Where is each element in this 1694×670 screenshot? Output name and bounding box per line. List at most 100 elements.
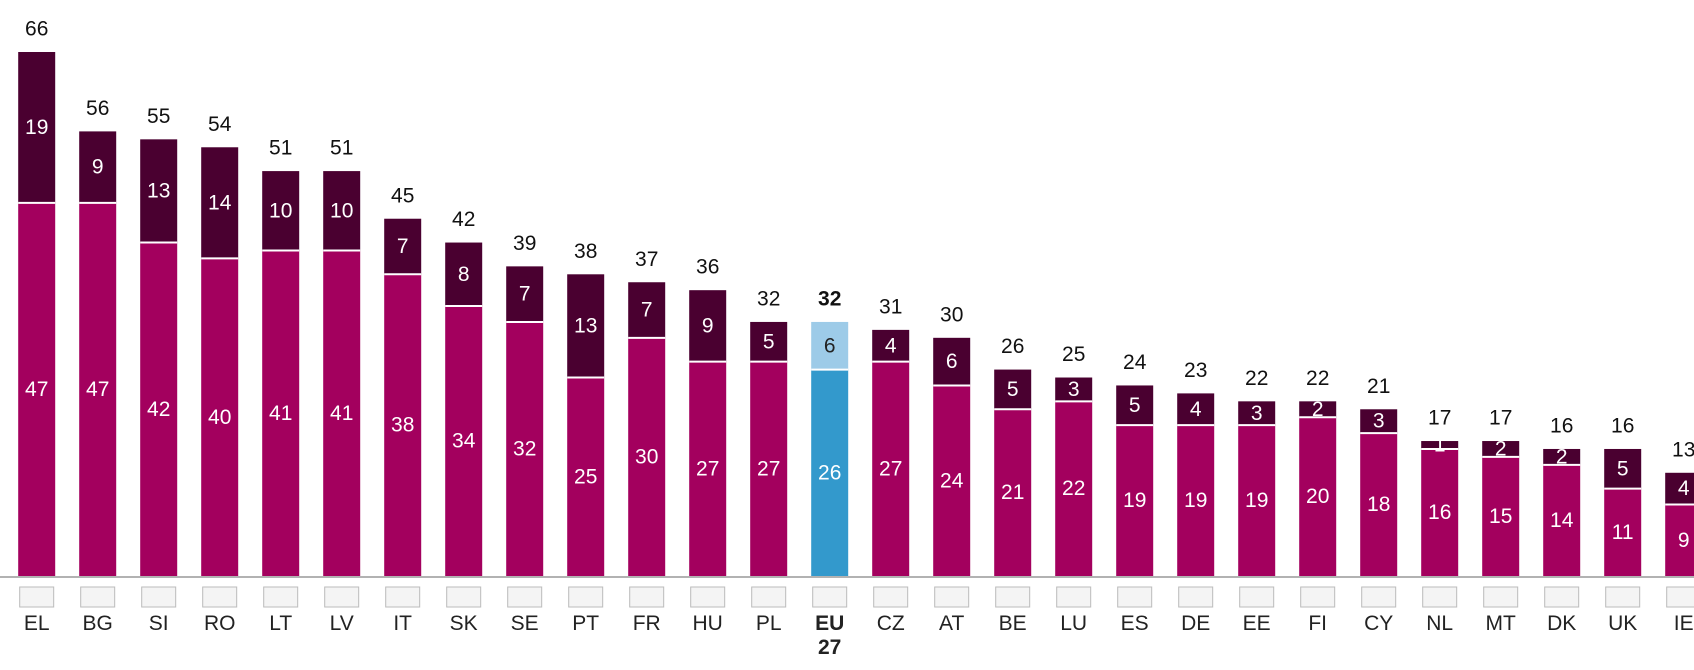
flag — [80, 586, 116, 608]
bar-segment — [445, 306, 483, 576]
bar-segment — [140, 139, 178, 243]
flag — [1666, 586, 1694, 608]
bar-segment — [445, 242, 483, 307]
segment-label: 40 — [208, 406, 231, 429]
segment-label: 7 — [641, 299, 653, 322]
segment-label: 9 — [702, 314, 714, 337]
segment-label: 27 — [879, 457, 902, 480]
total-label: 39 — [513, 232, 536, 255]
x-tick-label: CY — [1364, 612, 1394, 635]
bar-segment — [1238, 425, 1276, 576]
bar-segment — [567, 377, 605, 576]
segment-label: 22 — [1062, 477, 1085, 500]
bar-segment — [628, 337, 666, 576]
segment-label: 41 — [269, 402, 292, 425]
total-label: 13 — [1672, 438, 1694, 461]
bar-segment — [506, 321, 544, 576]
bar-segment — [872, 329, 910, 362]
total-label: 32 — [757, 287, 780, 310]
segment-label: 26 — [818, 461, 841, 484]
bar-segment — [1360, 409, 1398, 434]
segment-label: 47 — [86, 378, 109, 401]
total-label: 22 — [1245, 367, 1268, 390]
x-tick-label: SK — [449, 612, 478, 635]
flag — [568, 586, 604, 608]
flag — [263, 586, 299, 608]
x-tick-label: FI — [1308, 612, 1328, 635]
x-tick-label: UK — [1608, 612, 1638, 635]
bar-segment — [1665, 504, 1694, 576]
total-label: 26 — [1001, 335, 1024, 358]
segment-label: 47 — [25, 378, 48, 401]
bar-segment — [18, 202, 56, 576]
x-tick-label: LU — [1060, 612, 1088, 635]
segment-label: 4 — [1190, 398, 1202, 421]
x-tick-label: CZ — [876, 612, 905, 635]
total-label: 22 — [1306, 367, 1329, 390]
x-tick-label: IT — [393, 612, 413, 635]
bar-segment — [628, 282, 666, 338]
total-label: 42 — [452, 208, 475, 231]
bar-segment — [1177, 425, 1215, 576]
segment-label: 2 — [1495, 438, 1507, 461]
total-label: 16 — [1550, 415, 1573, 438]
bar-segment — [323, 171, 361, 251]
bar-segment — [994, 409, 1032, 576]
segment-label: 30 — [635, 445, 658, 468]
segment-label: 21 — [1001, 481, 1024, 504]
segment-label: 2 — [1556, 445, 1568, 468]
flag — [1361, 586, 1397, 608]
bar-segment — [323, 250, 361, 576]
x-tick-label: FR — [632, 612, 661, 635]
segment-label: 5 — [1129, 394, 1141, 417]
flag — [1239, 586, 1275, 608]
bar-segment — [1604, 448, 1642, 489]
bar-segment — [262, 171, 300, 251]
flag — [690, 586, 726, 608]
bar-segment — [689, 290, 727, 362]
flag — [1605, 586, 1641, 608]
segment-label: 19 — [25, 116, 48, 139]
total-label: 16 — [1611, 415, 1634, 438]
bar-segment — [1482, 456, 1520, 576]
bar-segment — [506, 266, 544, 322]
total-label: 38 — [574, 240, 597, 263]
total-label: 23 — [1184, 359, 1207, 382]
flag — [1117, 586, 1153, 608]
segment-label: 7 — [519, 283, 531, 306]
segment-label: 16 — [1428, 501, 1451, 524]
total-label: 37 — [635, 248, 658, 271]
total-label: 36 — [696, 256, 719, 279]
flag — [507, 586, 543, 608]
segment-label: 9 — [92, 156, 104, 179]
total-label: 56 — [86, 97, 109, 120]
segment-label: 5 — [1007, 378, 1019, 401]
flag — [1178, 586, 1214, 608]
bar-segment — [79, 202, 117, 576]
x-tick-label: HU — [692, 612, 723, 635]
bar-segment — [689, 361, 727, 576]
x-tick-label: PT — [572, 612, 600, 635]
segment-label: 25 — [574, 465, 597, 488]
bar-segment — [1116, 425, 1154, 576]
bar-segment — [811, 369, 849, 576]
flag — [385, 586, 421, 608]
segment-label: 14 — [208, 191, 232, 214]
segment-label: 13 — [574, 314, 597, 337]
x-tick-label: LV — [329, 612, 354, 635]
total-label: 21 — [1367, 375, 1390, 398]
flag — [141, 586, 177, 608]
total-label: 66 — [25, 18, 48, 41]
segment-label: 24 — [940, 469, 964, 492]
segment-label: 13 — [147, 179, 170, 202]
segment-label: 5 — [1617, 457, 1629, 480]
x-tick-label: ES — [1120, 612, 1149, 635]
segment-label: 27 — [696, 457, 719, 480]
total-label: 25 — [1062, 343, 1085, 366]
bar-segment — [1299, 417, 1337, 576]
segment-label: 2 — [1312, 398, 1324, 421]
bar-segment — [1421, 448, 1459, 576]
x-tick-label: NL — [1426, 612, 1454, 635]
bar-segment — [384, 274, 422, 576]
x-tick-label: EE — [1242, 612, 1271, 635]
